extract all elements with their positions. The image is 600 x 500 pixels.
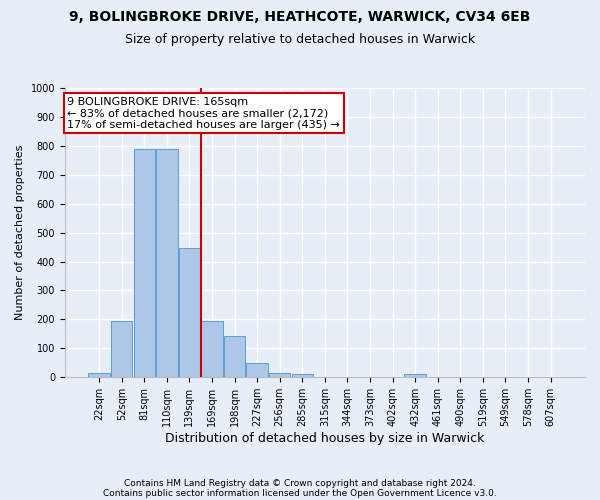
Text: Contains public sector information licensed under the Open Government Licence v3: Contains public sector information licen… <box>103 488 497 498</box>
Bar <box>292 374 313 377</box>
Bar <box>247 363 268 377</box>
Y-axis label: Number of detached properties: Number of detached properties <box>15 145 25 320</box>
X-axis label: Distribution of detached houses by size in Warwick: Distribution of detached houses by size … <box>165 432 485 445</box>
Bar <box>111 322 133 377</box>
Bar <box>269 374 290 377</box>
Text: Size of property relative to detached houses in Warwick: Size of property relative to detached ho… <box>125 32 475 46</box>
Text: 9, BOLINGBROKE DRIVE, HEATHCOTE, WARWICK, CV34 6EB: 9, BOLINGBROKE DRIVE, HEATHCOTE, WARWICK… <box>70 10 530 24</box>
Bar <box>224 336 245 377</box>
Bar <box>134 148 155 377</box>
Text: 9 BOLINGBROKE DRIVE: 165sqm
← 83% of detached houses are smaller (2,172)
17% of : 9 BOLINGBROKE DRIVE: 165sqm ← 83% of det… <box>67 96 340 130</box>
Bar <box>201 322 223 377</box>
Bar <box>88 373 110 377</box>
Bar <box>156 148 178 377</box>
Text: Contains HM Land Registry data © Crown copyright and database right 2024.: Contains HM Land Registry data © Crown c… <box>124 478 476 488</box>
Bar <box>404 374 426 377</box>
Bar <box>179 248 200 377</box>
